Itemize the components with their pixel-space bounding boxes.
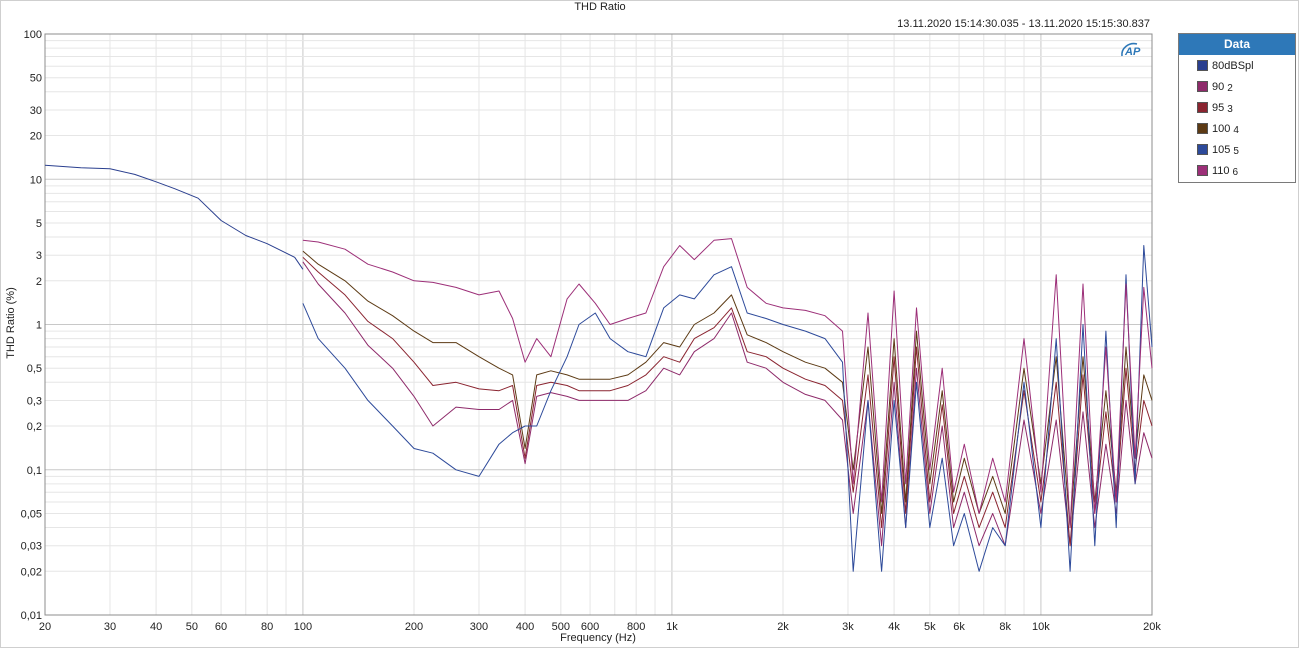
x-tick-label: 2k xyxy=(777,621,789,633)
svg-text:AP: AP xyxy=(1124,46,1141,58)
y-tick-label: 0,03 xyxy=(21,541,42,553)
ticks-layer: 20 30 40 50 60 80 100 200 300 400 500 600 800 1k 2k 3k 4… xyxy=(21,29,1162,633)
x-tick-label: 200 xyxy=(405,621,423,633)
x-axis-label: Frequency (Hz) xyxy=(560,632,636,644)
x-tick-label: 3k xyxy=(842,621,854,633)
legend-label: 105 xyxy=(1212,143,1231,156)
legend-sub: 6 xyxy=(1232,167,1239,178)
x-tick-label: 5k xyxy=(924,621,936,633)
y-tick-label: 0,01 xyxy=(21,610,42,622)
x-tick-label: 600 xyxy=(581,621,599,633)
y-tick-label: 0,05 xyxy=(21,508,42,520)
y-axis-label: THD Ratio (%) xyxy=(5,287,17,359)
y-tick-label: 30 xyxy=(30,105,42,117)
y-tick-label: 0,5 xyxy=(27,363,42,375)
legend-label: 90 xyxy=(1212,80,1225,93)
series-line-95 xyxy=(302,256,1153,547)
timestamp-label: 13.11.2020 15:14:30.035 - 13.11.2020 15:… xyxy=(897,18,1150,30)
series-line-90 xyxy=(302,261,1153,547)
legend-sub: 2 xyxy=(1227,83,1233,94)
x-tick-label: 4k xyxy=(888,621,900,633)
y-tick-label: 0,02 xyxy=(21,566,42,578)
legend-item[interactable]: 90 2 xyxy=(1179,76,1295,97)
legend-swatch xyxy=(1197,123,1208,134)
legend-sub: 4 xyxy=(1233,125,1239,136)
y-tick-label: 0,2 xyxy=(27,421,42,433)
y-tick-label: 2 xyxy=(36,276,42,288)
legend-label: 110 xyxy=(1212,164,1230,177)
x-tick-label: 400 xyxy=(516,621,534,633)
x-tick-label: 20k xyxy=(1143,621,1161,633)
legend-label: 100 xyxy=(1212,122,1231,135)
series-layer xyxy=(44,164,1153,572)
y-tick-label: 10 xyxy=(30,174,42,186)
y-tick-label: 0,3 xyxy=(27,395,42,407)
legend-swatch xyxy=(1197,81,1208,92)
chart-title: THD Ratio xyxy=(574,1,625,13)
plot-border xyxy=(44,33,1153,616)
x-tick-label: 30 xyxy=(104,621,116,633)
legend-item[interactable]: 105 5 xyxy=(1179,139,1295,160)
y-tick-label: 20 xyxy=(30,131,42,143)
series-line-80dbspl xyxy=(44,164,304,270)
x-tick-label: 1k xyxy=(666,621,678,633)
x-tick-label: 40 xyxy=(150,621,162,633)
legend-item[interactable]: 95 3 xyxy=(1179,97,1295,118)
x-tick-label: 800 xyxy=(627,621,645,633)
legend-swatch xyxy=(1197,144,1208,155)
grid xyxy=(44,34,1153,616)
ap-logo-icon: AP xyxy=(1119,40,1145,60)
x-tick-label: 500 xyxy=(552,621,570,633)
legend-sub: 5 xyxy=(1233,146,1239,157)
legend-title: Data xyxy=(1179,34,1295,55)
y-tick-label: 0,1 xyxy=(27,465,42,477)
legend-item[interactable]: 100 4 xyxy=(1179,118,1295,139)
legend-swatch xyxy=(1197,60,1208,71)
x-tick-label: 60 xyxy=(215,621,227,633)
legend-swatch xyxy=(1197,165,1208,176)
legend-item[interactable]: 80dBSpl xyxy=(1179,55,1295,76)
series-line-100 xyxy=(302,250,1153,529)
legend-label: 95 xyxy=(1212,101,1225,114)
x-tick-label: 50 xyxy=(186,621,198,633)
legend-item[interactable]: 110 6 xyxy=(1179,160,1295,181)
x-tick-label: 20 xyxy=(39,621,51,633)
x-tick-label: 100 xyxy=(294,621,312,633)
x-tick-label: 6k xyxy=(953,621,965,633)
legend-sub: 3 xyxy=(1227,104,1233,115)
legend: Data 80dBSpl 90 2 95 3 100 4 105 5 110 6 xyxy=(1178,33,1296,183)
series-line-110 xyxy=(302,238,1153,529)
y-tick-label: 5 xyxy=(36,218,42,230)
y-tick-label: 3 xyxy=(36,250,42,262)
x-tick-label: 8k xyxy=(999,621,1011,633)
legend-label: 80dBSpl xyxy=(1212,59,1254,72)
y-tick-label: 100 xyxy=(24,29,42,41)
y-tick-label: 1 xyxy=(36,320,42,332)
x-tick-label: 10k xyxy=(1032,621,1050,633)
y-tick-label: 50 xyxy=(30,73,42,85)
x-tick-label: 300 xyxy=(470,621,488,633)
legend-swatch xyxy=(1197,102,1208,113)
x-tick-label: 80 xyxy=(261,621,273,633)
series-line-105 xyxy=(302,245,1153,572)
